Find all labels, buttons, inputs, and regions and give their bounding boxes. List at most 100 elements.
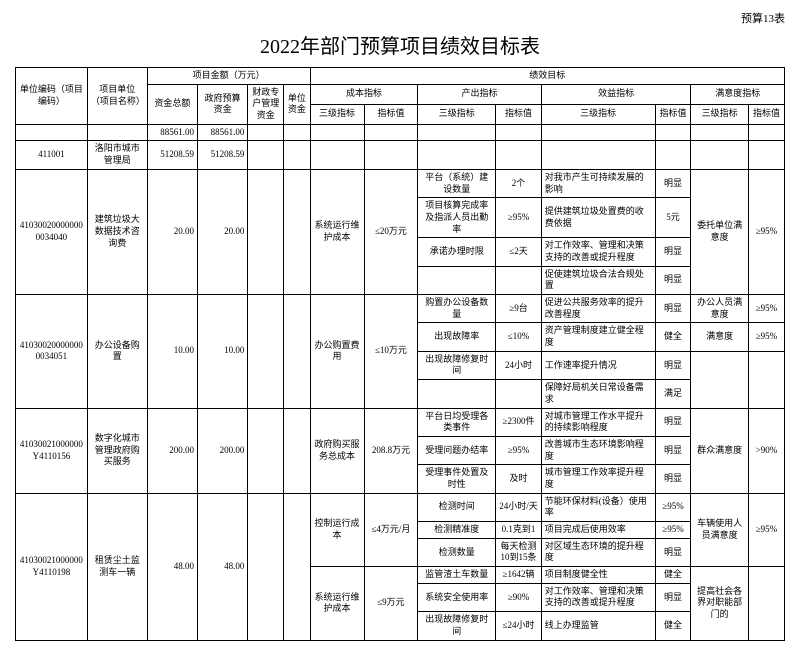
cell: ≤20万元 — [364, 169, 418, 294]
col-lv3: 三级指标 — [418, 104, 496, 124]
table-row: 410300200000000034051 办公设备购置 10.00 10.00… — [16, 295, 785, 323]
cell: ≥95% — [748, 295, 784, 323]
cell — [748, 567, 784, 640]
cell: 城市管理工作效率提升程度 — [541, 465, 655, 493]
cell: 租赁尘土监测车一辆 — [87, 493, 147, 640]
cell: 平台日均受理各类事件 — [418, 408, 496, 436]
cell: 41030021000000Y4110198 — [16, 493, 88, 640]
cell: 明显 — [655, 408, 691, 436]
col-val: 指标值 — [655, 104, 691, 124]
cell: 51208.59 — [198, 141, 248, 169]
cell: 明显 — [655, 538, 691, 566]
header-note: 预算13表 — [15, 10, 785, 26]
cell: 监管渣土车数量 — [418, 567, 496, 584]
col-lv3: 三级指标 — [310, 104, 364, 124]
cell: ≤4万元/月 — [364, 493, 418, 566]
cell: 提高社会各界对职能部门的 — [691, 567, 748, 640]
col-output: 产出指标 — [418, 84, 541, 104]
col-name: 项目单位（项目名称） — [87, 68, 147, 125]
cell: 满意度 — [691, 323, 748, 351]
table-row: 41030021000000Y4110156 数字化城市管理政府购买服务 200… — [16, 408, 785, 436]
col-val: 指标值 — [496, 104, 542, 124]
cell: 保障好局机关日常设备需求 — [541, 380, 655, 408]
cell: 出现故障修复时间 — [418, 351, 496, 379]
cell: 明显 — [655, 465, 691, 493]
cell: 及时 — [496, 465, 542, 493]
cell: ≥95% — [748, 493, 784, 566]
cell: 资产管理制度建立健全程度 — [541, 323, 655, 351]
cell: 健全 — [655, 612, 691, 640]
cell: 平台（系统）建设数量 — [418, 169, 496, 197]
cell: ≥2300件 — [496, 408, 542, 436]
col-val: 指标值 — [748, 104, 784, 124]
col-satisfy: 满意度指标 — [691, 84, 785, 104]
cell: 系统运行维护成本 — [310, 169, 364, 294]
cell: 对城市管理工作水平提升的持续影响程度 — [541, 408, 655, 436]
cell: 200.00 — [147, 408, 197, 493]
cell: 41030021000000Y4110156 — [16, 408, 88, 493]
header-row: 单位编码（项目编码） 项目单位（项目名称） 项目金额（万元） 绩效目标 — [16, 68, 785, 85]
cell: 对我市产生可持续发展的影响 — [541, 169, 655, 197]
table-row: 41030021000000Y4110198 租赁尘土监测车一辆 48.00 4… — [16, 493, 785, 521]
cell: 2个 — [496, 169, 542, 197]
cell: 明显 — [655, 351, 691, 379]
cell: 411001 — [16, 141, 88, 169]
cell: 208.8万元 — [364, 408, 418, 493]
col-val: 指标值 — [364, 104, 418, 124]
cell: 洛阳市城市管理局 — [87, 141, 147, 169]
cell: 办公购置费用 — [310, 295, 364, 409]
cell: ≥95% — [748, 169, 784, 294]
cell: 0.1克到1 — [496, 522, 542, 539]
cell: ≥95% — [655, 522, 691, 539]
cell: 对工作效率、管理和决策支持的改善或提升程度 — [541, 238, 655, 266]
col-code: 单位编码（项目编码） — [16, 68, 88, 125]
cell: 20.00 — [147, 169, 197, 294]
cell: ≥95% — [748, 323, 784, 351]
cell: 200.00 — [198, 408, 248, 493]
col-amt-gov: 政府预算资金 — [198, 84, 248, 124]
cell: 办公设备购置 — [87, 295, 147, 409]
cell: 车辆使用人员满意度 — [691, 493, 748, 566]
cell: 48.00 — [198, 493, 248, 640]
cell: 410300200000000034040 — [16, 169, 88, 294]
cell: 系统安全使用率 — [418, 583, 496, 611]
col-amt-sp: 财政专户管理资金 — [248, 84, 284, 124]
cell: 受理事件处置及时性 — [418, 465, 496, 493]
cell: ≥95% — [496, 198, 542, 238]
cell: 购置办公设备数量 — [418, 295, 496, 323]
cell: 对工作效率、管理和决策支持的改善或提升程度 — [541, 583, 655, 611]
cell: ≤9万元 — [364, 567, 418, 640]
cell: 建筑垃圾大数据技术咨询费 — [87, 169, 147, 294]
table-row: 88561.00 88561.00 — [16, 124, 785, 141]
cell: 明显 — [655, 266, 691, 294]
cell: 10.00 — [147, 295, 197, 409]
cell: 20.00 — [198, 169, 248, 294]
cell: 数字化城市管理政府购买服务 — [87, 408, 147, 493]
cell: 检测时间 — [418, 493, 496, 521]
cell: >90% — [748, 408, 784, 493]
cell: ≥90% — [496, 583, 542, 611]
table-row: 411001 洛阳市城市管理局 51208.59 51208.59 — [16, 141, 785, 169]
cell: 满足 — [655, 380, 691, 408]
cell: 健全 — [655, 567, 691, 584]
cell: 明显 — [655, 583, 691, 611]
cell: 88561.00 — [147, 124, 197, 141]
col-cost: 成本指标 — [310, 84, 418, 104]
cell: 每天检测10到15条 — [496, 538, 542, 566]
cell: ≤10% — [496, 323, 542, 351]
cell: 政府购买服务总成本 — [310, 408, 364, 493]
cell: 改善城市生态环境影响程度 — [541, 436, 655, 464]
cell: 对区域生态环境的提升程度 — [541, 538, 655, 566]
cell: ≥9台 — [496, 295, 542, 323]
cell: 节能环保材料(设备）使用率 — [541, 493, 655, 521]
cell: 委托单位满意度 — [691, 169, 748, 294]
col-amt-unit: 单位资金 — [284, 84, 310, 124]
cell: ≤24小时 — [496, 612, 542, 640]
cell: 受理问题办结率 — [418, 436, 496, 464]
col-lv3: 三级指标 — [541, 104, 655, 124]
cell: 88561.00 — [198, 124, 248, 141]
cell: ≥1642辆 — [496, 567, 542, 584]
cell: 系统运行维护成本 — [310, 567, 364, 640]
cell: 明显 — [655, 169, 691, 197]
cell: 48.00 — [147, 493, 197, 640]
